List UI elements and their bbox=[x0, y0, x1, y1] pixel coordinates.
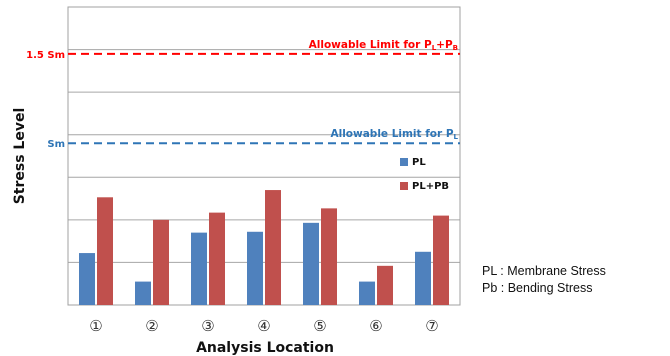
x-tick-label: ④ bbox=[257, 317, 270, 335]
bar-pl-7 bbox=[415, 251, 431, 305]
legend-label-2: PL+PB bbox=[412, 181, 449, 192]
bar-pl-pb-4 bbox=[265, 190, 281, 305]
legend-label-1: PL bbox=[412, 157, 426, 168]
legend-swatch-1 bbox=[400, 158, 408, 166]
bar-pl-1 bbox=[79, 253, 95, 305]
bar-pl-6 bbox=[359, 281, 375, 305]
bar-pl-pb-3 bbox=[209, 212, 225, 305]
x-tick-labels: ① ② ③ ④ ⑤ ⑥ ⑦ bbox=[89, 317, 438, 335]
note-bending-stress: Pb : Bending Stress bbox=[482, 281, 593, 295]
bar-pl-3 bbox=[191, 232, 207, 305]
bar-pl-5 bbox=[303, 222, 319, 305]
grid-lines bbox=[68, 49, 460, 263]
bars bbox=[79, 190, 449, 305]
bar-pl-pb-7 bbox=[433, 215, 449, 305]
x-tick-label: ① bbox=[89, 317, 102, 335]
x-tick-label: ② bbox=[145, 317, 158, 335]
legend-swatch-2 bbox=[400, 182, 408, 190]
legend: PL PL+PB bbox=[400, 157, 449, 192]
reference-line-label: Sm bbox=[47, 139, 65, 150]
reference-line-title: Allowable Limit for PL+PB bbox=[309, 39, 458, 52]
bar-pl-pb-5 bbox=[321, 208, 337, 305]
y-axis-label: Stress Level bbox=[12, 108, 28, 205]
reference-line-title: Allowable Limit for PL bbox=[330, 128, 458, 141]
x-axis-label: Analysis Location bbox=[196, 340, 334, 356]
reference-line-label: 1.5 Sm bbox=[26, 50, 65, 61]
x-tick-label: ⑥ bbox=[369, 317, 382, 335]
x-tick-label: ⑦ bbox=[425, 317, 438, 335]
x-tick-label: ③ bbox=[201, 317, 214, 335]
bar-pl-pb-2 bbox=[153, 219, 169, 305]
bar-pl-4 bbox=[247, 231, 263, 305]
x-tick-label: ⑤ bbox=[313, 317, 326, 335]
plot-frame bbox=[67, 6, 461, 306]
reference-lines: Sm Allowable Limit for PL 1.5 Sm Allowable … bbox=[26, 39, 460, 150]
bar-pl-pb-1 bbox=[97, 197, 113, 305]
bar-pl-2 bbox=[135, 281, 151, 305]
note-membrane-stress: PL : Membrane Stress bbox=[482, 264, 606, 278]
bar-pl-pb-6 bbox=[377, 265, 393, 305]
